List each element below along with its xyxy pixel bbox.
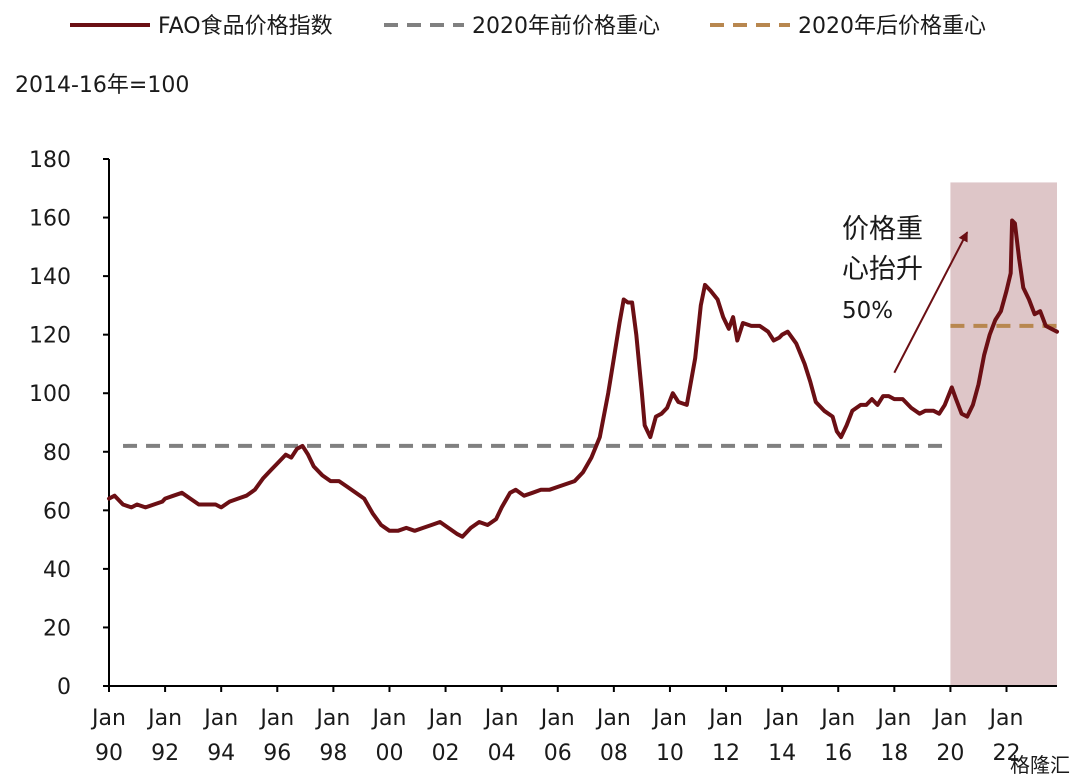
x-tick-label-year: 02 <box>432 741 460 766</box>
y-tick-label: 20 <box>43 616 71 641</box>
x-tick-label-year: 22 <box>993 741 1021 766</box>
y-tick-label: 80 <box>43 441 71 466</box>
x-tick-label-year: 04 <box>488 741 516 766</box>
y-tick-label: 100 <box>29 382 71 407</box>
x-tick-label-year: 16 <box>824 741 852 766</box>
y-tick-label: 180 <box>29 148 71 173</box>
x-tick-label-month: Jan <box>427 706 463 731</box>
x-tick-label-month: Jan <box>651 706 687 731</box>
y-tick-label: 160 <box>29 207 71 232</box>
y-tick-label: 140 <box>29 265 71 290</box>
y-axis-ticks: 0 20 40 60 80 100 120 140 160 180 <box>29 148 109 700</box>
x-tick-label-year: 18 <box>880 741 908 766</box>
annotation-line-1: 价格重 <box>842 214 923 245</box>
x-tick-label-month: Jan <box>146 706 182 731</box>
x-tick-label-year: 00 <box>375 741 403 766</box>
x-tick-label-year: 94 <box>207 741 235 766</box>
y-tick-label: 120 <box>29 324 71 349</box>
x-axis-ticks: Jan 90 Jan 92 Jan 94 Jan 96 Jan 98 Jan 00 Jan 02 Jan 04… <box>90 686 1023 766</box>
y-tick-label: 0 <box>57 675 71 700</box>
x-tick-label-month: Jan <box>819 706 855 731</box>
x-tick-label-year: 92 <box>151 741 179 766</box>
x-tick-label-month: Jan <box>707 706 743 731</box>
x-tick-label-month: Jan <box>371 706 407 731</box>
x-tick-label-year: 06 <box>544 741 572 766</box>
x-tick-label-year: 98 <box>319 741 347 766</box>
highlight-region <box>950 182 1057 686</box>
watermark: 格隆汇 <box>1010 753 1070 777</box>
annotation-line-2: 心抬升 <box>842 254 923 285</box>
x-tick-label-year: 12 <box>712 741 740 766</box>
x-tick-label-year: 08 <box>600 741 628 766</box>
x-tick-label-month: Jan <box>202 706 238 731</box>
x-tick-label-month: Jan <box>539 706 575 731</box>
x-tick-label-year: 90 <box>95 741 123 766</box>
x-tick-label-month: Jan <box>763 706 799 731</box>
unit-label: 2014-16年=100 <box>15 73 189 98</box>
annotation-arrow <box>893 231 969 374</box>
x-tick-label-month: Jan <box>988 706 1024 731</box>
y-tick-label: 60 <box>43 499 71 524</box>
x-tick-label-year: 10 <box>656 741 684 766</box>
x-tick-label-month: Jan <box>90 706 126 731</box>
series-line-fao-index <box>107 218 1059 539</box>
x-tick-label-month: Jan <box>483 706 519 731</box>
x-tick-label-year: 20 <box>936 741 964 766</box>
annotation-line-3: 50% <box>842 298 893 324</box>
x-tick-label-year: 96 <box>263 741 291 766</box>
legend: FAO食品价格指数 2020年前价格重心 2020年后价格重心 <box>70 14 986 39</box>
legend-label-pre2020: 2020年前价格重心 <box>472 14 660 39</box>
x-tick-label-month: Jan <box>595 706 631 731</box>
x-tick-label-year: 14 <box>768 741 796 766</box>
x-tick-label-month: Jan <box>875 706 911 731</box>
legend-label-fao: FAO食品价格指数 <box>158 14 333 39</box>
x-tick-label-month: Jan <box>258 706 294 731</box>
x-tick-label-month: Jan <box>314 706 350 731</box>
y-tick-label: 40 <box>43 558 71 583</box>
x-tick-label-month: Jan <box>931 706 967 731</box>
legend-label-post2020: 2020年后价格重心 <box>798 14 986 39</box>
axes <box>108 159 1057 687</box>
